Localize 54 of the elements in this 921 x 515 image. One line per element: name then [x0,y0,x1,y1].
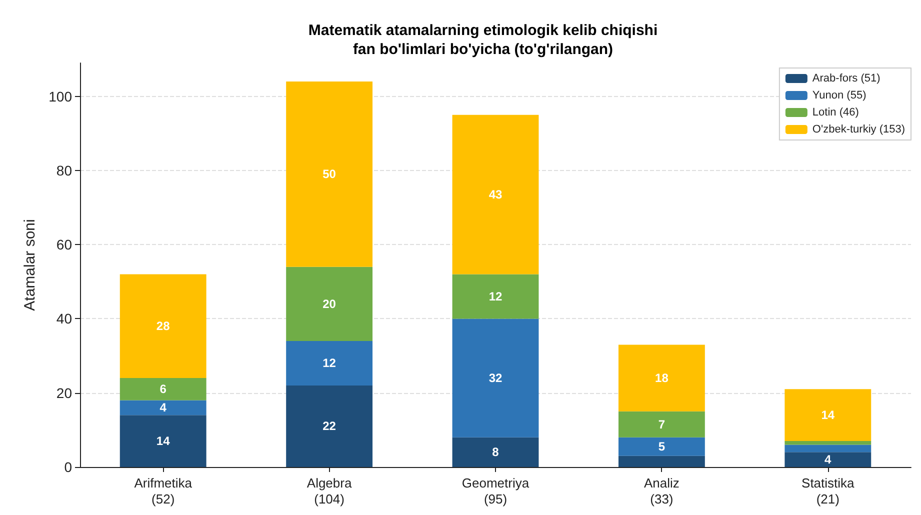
bar [120,400,206,416]
y-tick-label: 20 [56,384,72,401]
data-label: 14 [821,408,835,422]
data-label: 7 [658,417,666,432]
data-label: 14 [156,434,170,448]
y-axis-title: Atamalar soni [22,219,39,311]
x-tick-label: Algebra (104) [306,476,352,506]
data-label: 20 [322,296,336,311]
bar [618,456,705,467]
legend-label: Lotin (46) [812,106,859,118]
data-label: 18 [655,371,669,386]
x-tick-label: Arifmetika (52) [134,476,193,506]
y-tick-label: 0 [64,459,72,475]
legend-label: Yunon (55) [812,90,866,102]
x-tick-label: Statistika (21) [802,476,856,506]
bar [618,437,705,456]
bar [618,344,705,412]
bar [784,441,872,445]
legend-label: Arab-fors (51) [812,72,880,84]
y-tick-label: 60 [56,236,72,253]
bar [286,385,373,467]
legend-label: O'zbek-turkiy (153) [812,124,906,136]
y-tick-label: 80 [56,162,72,178]
data-label: 32 [488,371,502,386]
y-tick-label: 40 [56,310,72,327]
data-label: 12 [488,290,502,304]
bar [784,452,872,467]
data-label: 43 [488,188,502,202]
chart-title: Matematik atamalarning etimologik kelib chiqishi fan bo'limlari bo'yicha (to'g'rilangan) [308,22,658,58]
bar [618,411,705,438]
bar [452,114,539,274]
data-label: 50 [322,167,336,182]
bar [286,340,373,386]
data-label: 28 [156,319,170,334]
data-label: 6 [160,382,167,396]
bar [452,274,539,319]
bar [452,318,539,438]
data-label: 4 [160,400,167,415]
data-label: 5 [658,440,666,454]
bar [452,437,539,467]
bar [784,389,872,442]
y-tick-label: 100 [48,88,72,104]
bar [784,444,872,452]
bar [120,415,206,467]
data-label: 12 [322,356,336,370]
bar [286,266,373,341]
data-label: 4 [824,452,832,467]
bar [120,378,206,400]
data-label: 22 [322,419,336,434]
bar [120,274,206,378]
x-tick-label: Geometriya (95) [462,476,530,506]
x-tick-label: Analiz (33) [644,476,680,506]
bar [286,82,373,267]
data-label: 8 [492,445,500,460]
